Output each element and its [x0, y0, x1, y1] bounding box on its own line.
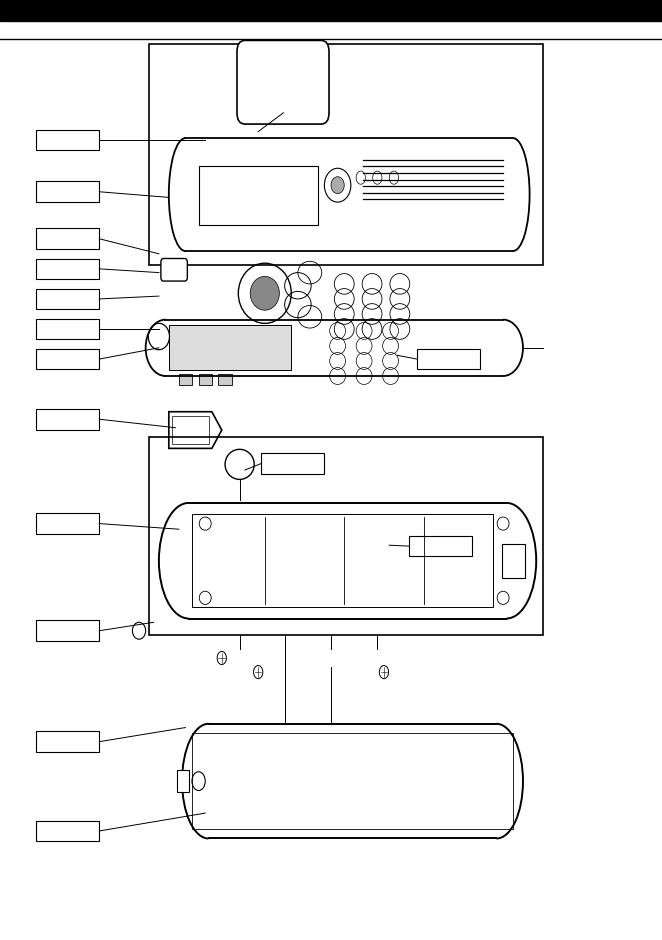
Bar [36, 349, 99, 369]
Bar [199, 374, 212, 385]
Polygon shape [169, 325, 291, 370]
Bar [417, 349, 480, 369]
Bar [0, 0, 662, 21]
Bar [36, 620, 99, 641]
Bar [179, 374, 192, 385]
Bar [149, 437, 543, 634]
Bar [36, 258, 99, 279]
FancyBboxPatch shape [161, 258, 187, 281]
Bar [149, 44, 543, 265]
Bar [409, 536, 472, 556]
Bar [36, 130, 99, 150]
Bar [502, 543, 525, 577]
Bar [218, 374, 232, 385]
Bar [36, 513, 99, 534]
Bar [36, 228, 99, 249]
Bar [36, 821, 99, 841]
Bar [36, 289, 99, 309]
Bar [261, 453, 324, 474]
Bar [36, 409, 99, 430]
Ellipse shape [331, 177, 344, 194]
Ellipse shape [250, 276, 279, 310]
Bar [36, 181, 99, 202]
Bar [177, 770, 189, 792]
Bar [36, 319, 99, 339]
FancyBboxPatch shape [237, 40, 329, 124]
Bar [36, 731, 99, 752]
